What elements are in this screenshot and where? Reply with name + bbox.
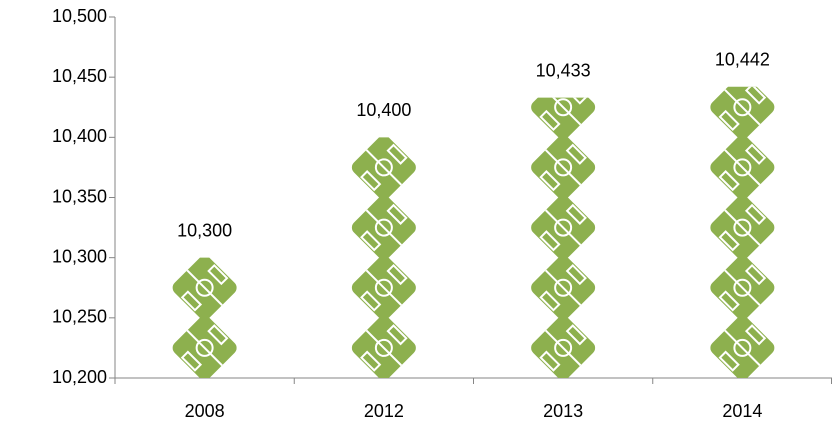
icon (531, 255, 596, 320)
icon (351, 195, 416, 260)
y-tick-label: 10,200 (52, 367, 107, 387)
value-label: 10,300 (177, 220, 232, 240)
bar (172, 257, 237, 378)
x-tick-label: 2012 (364, 401, 404, 421)
icon (531, 135, 596, 200)
y-tick-label: 10,400 (52, 126, 107, 146)
icon (172, 315, 237, 378)
icon (710, 86, 775, 140)
icon (531, 195, 596, 260)
icon (710, 315, 775, 378)
value-label: 10,442 (715, 50, 770, 70)
icon (351, 255, 416, 320)
icon (531, 97, 596, 140)
y-tick-label: 10,300 (52, 246, 107, 266)
icon (710, 135, 775, 200)
bar (710, 86, 775, 378)
icon (172, 257, 237, 320)
x-tick-label: 2014 (722, 401, 762, 421)
icon (351, 315, 416, 378)
x-tick-label: 2008 (185, 401, 225, 421)
value-label: 10,400 (356, 100, 411, 120)
icon (531, 315, 596, 379)
y-tick-label: 10,450 (52, 66, 107, 86)
bar (531, 97, 596, 379)
icon (351, 137, 416, 200)
bar (351, 137, 416, 378)
y-tick-label: 10,350 (52, 186, 107, 206)
y-tick-label: 10,250 (52, 307, 107, 327)
icon (710, 195, 775, 260)
y-tick-label: 10,500 (52, 6, 107, 26)
value-label: 10,433 (536, 60, 591, 80)
x-tick-label: 2013 (543, 401, 583, 421)
icon (710, 255, 775, 320)
